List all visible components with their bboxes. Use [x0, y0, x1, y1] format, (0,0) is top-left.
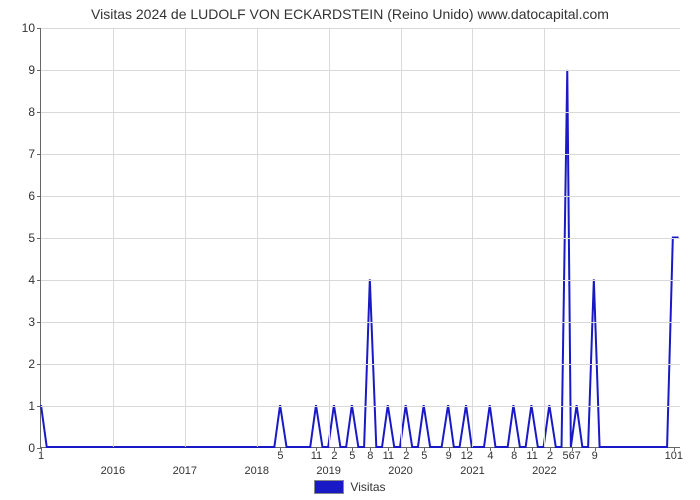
x-year-label: 2020 [388, 465, 412, 477]
gridline-y [41, 238, 680, 239]
y-tick [37, 238, 41, 239]
x-tick [406, 447, 407, 451]
chart-container: Visitas 2024 de LUDOLF VON ECKARDSTEIN (… [0, 0, 700, 500]
x-tick [467, 447, 468, 451]
y-tick-label: 6 [28, 189, 35, 203]
x-month-label: 8 [511, 450, 517, 462]
x-year-label: 2019 [316, 465, 340, 477]
x-month-label: 8 [367, 450, 373, 462]
gridline-x [329, 28, 330, 447]
gridline-y [41, 406, 680, 407]
y-tick [37, 112, 41, 113]
gridline-y [41, 322, 680, 323]
chart-title: Visitas 2024 de LUDOLF VON ECKARDSTEIN (… [0, 6, 700, 22]
gridline-y [41, 196, 680, 197]
y-tick-label: 2 [28, 357, 35, 371]
x-tick [316, 447, 317, 451]
x-month-label: 4 [487, 450, 493, 462]
x-month-label: 5 [349, 450, 355, 462]
series-line [41, 70, 679, 447]
x-tick [550, 447, 551, 451]
x-tick [532, 447, 533, 451]
gridline-y [41, 364, 680, 365]
y-tick-label: 10 [22, 21, 35, 35]
x-tick [514, 447, 515, 451]
x-month-label: 567 [563, 450, 581, 462]
y-tick [37, 364, 41, 365]
x-tick [490, 447, 491, 451]
x-month-label: 9 [592, 450, 598, 462]
y-tick-label: 9 [28, 63, 35, 77]
x-tick [595, 447, 596, 451]
gridline-x [113, 28, 114, 447]
x-year-label: 2021 [460, 465, 484, 477]
x-tick [41, 447, 42, 451]
y-tick-label: 5 [28, 231, 35, 245]
gridline-y [41, 154, 680, 155]
x-month-label: 1 [38, 450, 44, 462]
x-tick [280, 447, 281, 451]
x-tick [674, 447, 675, 451]
gridline-y [41, 112, 680, 113]
x-month-label: 12 [461, 450, 473, 462]
x-tick [352, 447, 353, 451]
y-tick-label: 0 [28, 441, 35, 455]
x-month-label: 11 [383, 450, 394, 462]
y-tick-label: 1 [28, 399, 35, 413]
gridline-x [472, 28, 473, 447]
x-tick [334, 447, 335, 451]
gridline-x [544, 28, 545, 447]
x-month-label: 2 [403, 450, 409, 462]
gridline-y [41, 70, 680, 71]
gridline-x [401, 28, 402, 447]
x-month-label: 5 [277, 450, 283, 462]
legend-swatch [314, 480, 344, 494]
x-year-label: 2016 [101, 465, 125, 477]
x-month-label: 9 [446, 450, 452, 462]
x-year-label: 2018 [244, 465, 268, 477]
x-year-label: 2022 [532, 465, 556, 477]
x-month-label: 5 [421, 450, 427, 462]
y-tick-label: 3 [28, 315, 35, 329]
y-tick [37, 406, 41, 407]
x-month-label: 11 [526, 450, 537, 462]
gridline-x [185, 28, 186, 447]
x-tick [449, 447, 450, 451]
x-month-label: 2 [331, 450, 337, 462]
gridline-y [41, 280, 680, 281]
x-month-label: 101 [665, 450, 683, 462]
y-tick [37, 154, 41, 155]
x-tick [424, 447, 425, 451]
x-tick [572, 447, 573, 451]
plot-area: 0123456789102016201720182019202020212022… [40, 28, 680, 448]
x-tick [370, 447, 371, 451]
legend: Visitas [0, 480, 700, 494]
gridline-y [41, 28, 680, 29]
x-month-label: 2 [547, 450, 553, 462]
y-tick [37, 70, 41, 71]
y-tick-label: 4 [28, 273, 35, 287]
y-tick [37, 196, 41, 197]
legend-label: Visitas [350, 480, 385, 494]
x-month-label: 11 [311, 450, 322, 462]
y-tick [37, 280, 41, 281]
y-tick [37, 28, 41, 29]
x-tick [388, 447, 389, 451]
x-year-label: 2017 [173, 465, 197, 477]
y-tick-label: 7 [28, 147, 35, 161]
gridline-x [257, 28, 258, 447]
y-tick [37, 322, 41, 323]
y-tick-label: 8 [28, 105, 35, 119]
